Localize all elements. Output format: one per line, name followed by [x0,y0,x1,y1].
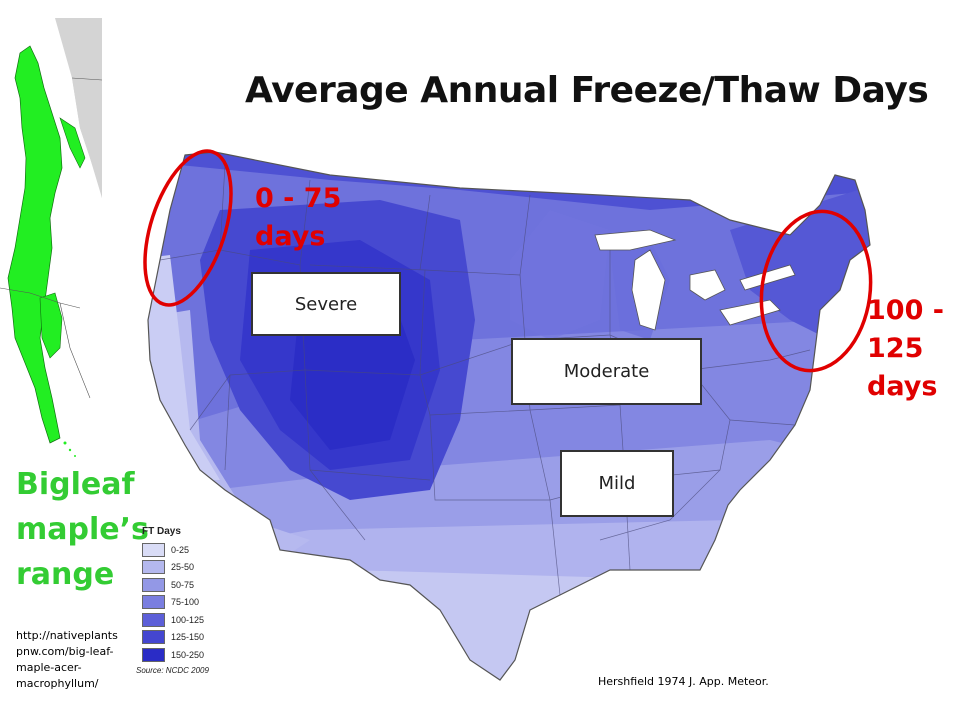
legend-swatch [142,595,165,610]
us-freeze-thaw-map [143,149,873,681]
slide-title: Average Annual Freeze/Thaw Days [245,70,929,111]
legend-label: 100-125 [171,614,205,625]
range-caption-line: range [16,557,115,592]
callout-line: 0 - 75 [255,183,342,214]
callout-line: days [255,221,326,252]
legend-item: 150-250 [136,646,236,664]
callout-line: 125 [867,333,924,364]
range-caption-line: Bigleaf [16,467,135,502]
callout-east: 100 - 125 days [867,292,944,406]
legend-label: 150-250 [171,649,205,660]
legend-source: Source: NCDC 2009 [136,665,209,675]
map-legend: FT Days 0-25 25-50 50-75 75-100 100-125 125-1… [136,526,236,675]
callout-west: 0 - 75 days [255,180,341,256]
callout-line: days [867,371,938,402]
legend-label: 50-75 [171,579,195,590]
legend-item: 0-25 [136,541,236,559]
legend-swatch [142,560,165,575]
zone-label-mild: Mild [560,450,674,517]
legend-swatch [142,630,165,645]
legend-item: 125-150 [136,629,236,647]
legend-swatch [142,542,165,557]
legend-title: FT Days [142,526,181,537]
legend-item: 75-100 [136,594,236,612]
legend-swatch [142,612,165,627]
callout-line: 100 - [867,295,944,326]
range-caption: Bigleaf maple’s range [16,462,149,597]
range-map [0,18,102,468]
legend-swatch [142,577,165,592]
zone-label-moderate: Moderate [511,338,702,405]
url-line: maple-acer- [16,661,82,674]
legend-label: 125-150 [171,632,205,643]
legend-label: 75-100 [171,597,200,608]
legend-rows: 0-25 25-50 50-75 75-100 100-125 125-150 150-25… [136,541,236,664]
range-caption-line: maple’s [16,512,149,547]
legend-label: 25-50 [171,562,195,573]
zone-label-severe: Severe [251,272,401,336]
url-line: macrophyllum/ [16,677,99,690]
legend-swatch [142,647,165,662]
url-line: http://nativeplants [16,629,118,642]
legend-item: 25-50 [136,559,236,577]
legend-item: 50-75 [136,576,236,594]
citation: Hershfield 1974 J. App. Meteor. [598,675,769,688]
url-line: pnw.com/big-leaf- [16,645,114,658]
legend-item: 100-125 [136,611,236,629]
legend-label: 0-25 [171,544,190,555]
range-source-url: http://nativeplants pnw.com/big-leaf- ma… [16,628,118,692]
